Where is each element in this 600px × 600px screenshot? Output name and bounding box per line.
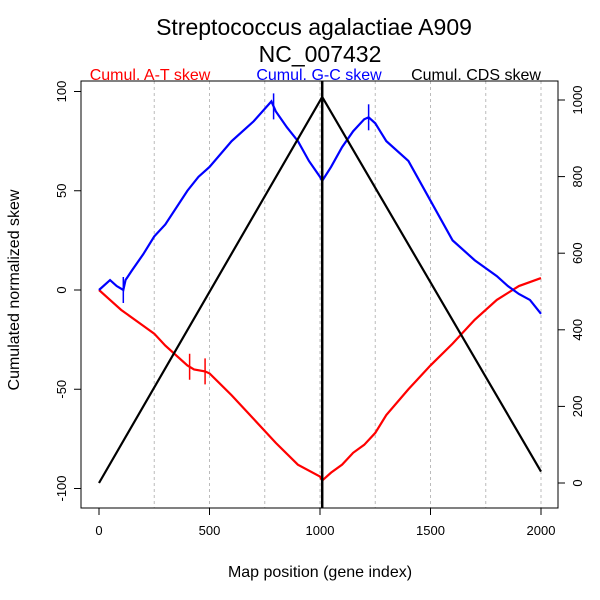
y2-tick-label: 400 [570, 319, 585, 341]
series-line-at [98, 277, 542, 483]
y-tick-label: -100 [54, 475, 69, 501]
y-tick-label: 0 [54, 286, 69, 293]
y2-tick-label: 200 [570, 396, 585, 418]
series-line-gc [98, 99, 542, 315]
y2-tick-label: 1000 [570, 86, 585, 115]
y-tick-label: 50 [54, 184, 69, 198]
y2-tick-label: 0 [570, 479, 585, 486]
x-tick-label: 1500 [416, 523, 445, 538]
y2-tick-label: 800 [570, 166, 585, 188]
x-tick-label: 1000 [306, 523, 335, 538]
chart-subtitle: NC_007432 [259, 41, 382, 67]
legend-gc: Cumul. G-C skew [256, 67, 382, 84]
x-tick-label: 0 [95, 523, 102, 538]
y-tick-label: 100 [54, 81, 69, 103]
legend-cds: Cumul. CDS skew [411, 67, 541, 84]
legend-at: Cumul. A-T skew [90, 67, 211, 84]
y-tick-label: -50 [54, 380, 69, 399]
chart-title: Streptococcus agalactiae A909 [156, 14, 472, 40]
plot-frame [80, 80, 559, 509]
x-axis-label: Map position (gene index) [228, 564, 412, 581]
x-tick-label: 500 [199, 523, 221, 538]
y-axis-label: Cumulated normalized skew [6, 189, 23, 390]
x-tick-label: 2000 [527, 523, 556, 538]
y2-tick-label: 600 [570, 242, 585, 264]
